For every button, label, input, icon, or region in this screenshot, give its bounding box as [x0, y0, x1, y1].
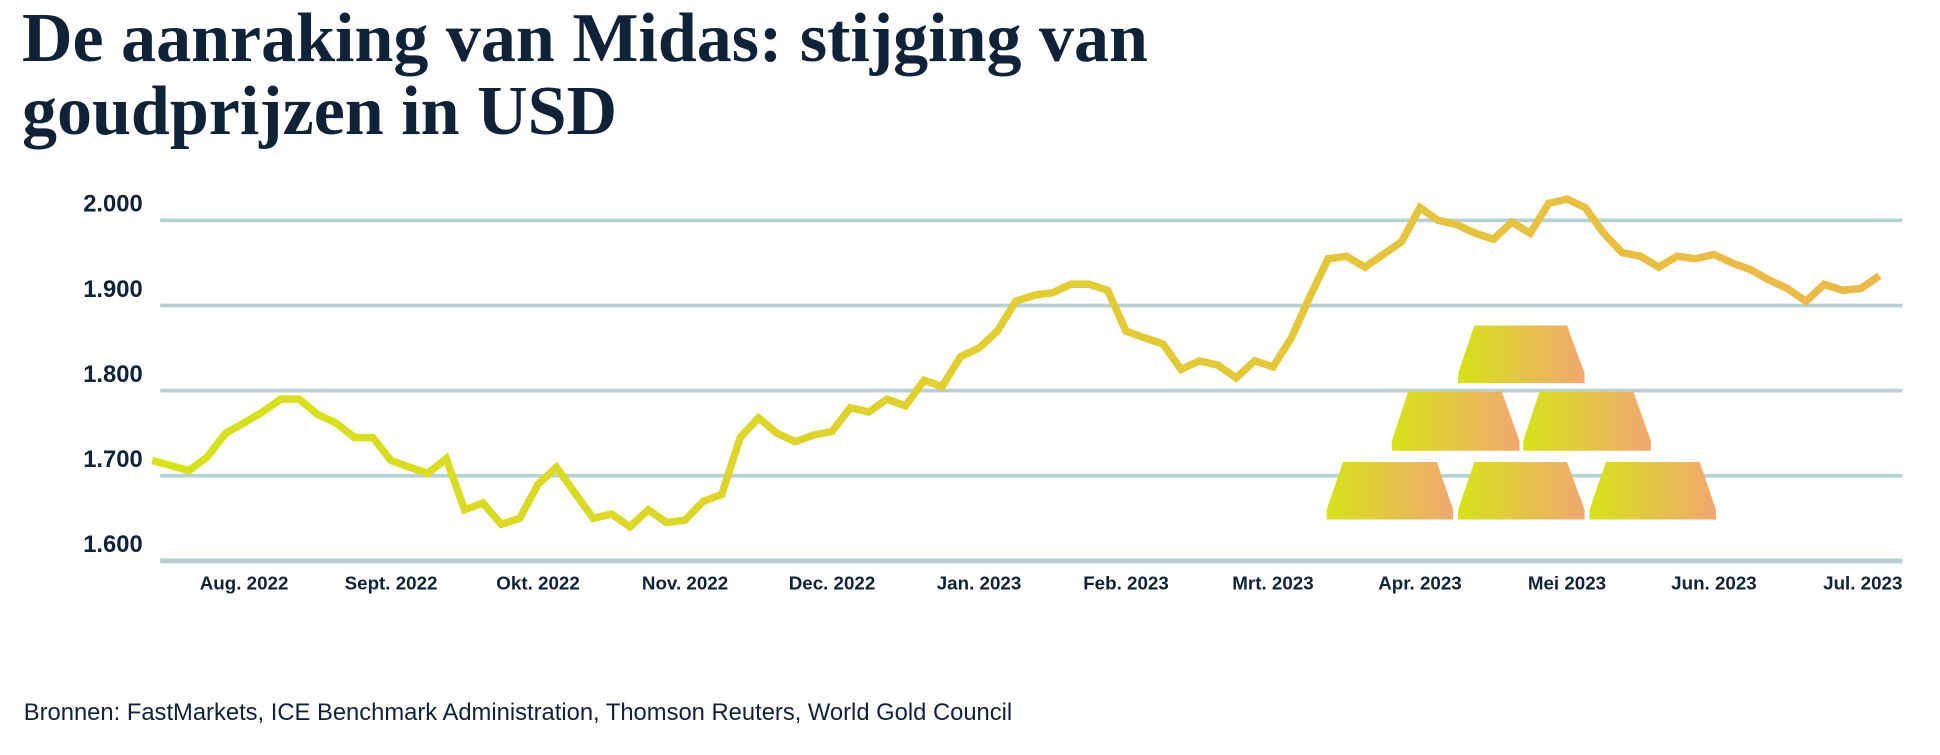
x-tick-label: Aug. 2022 [200, 573, 289, 594]
gold-bar [1458, 325, 1585, 384]
gold-bar [1326, 461, 1454, 520]
x-tick-label: Jun. 2023 [1671, 573, 1757, 594]
x-tick-label: Jul. 2023 [1823, 573, 1902, 594]
gold-bar [1391, 391, 1520, 451]
gold-bar [1458, 461, 1585, 520]
gold-bar [1523, 391, 1651, 451]
y-tick-label: 1.900 [83, 276, 142, 303]
gold-bars-illustration [1326, 325, 1716, 520]
y-tick-label: 1.800 [83, 361, 142, 388]
x-tick-label: Sept. 2022 [345, 573, 438, 594]
y-tick-label: 1.700 [83, 446, 142, 473]
y-tick-label: 1.600 [83, 531, 142, 558]
price-line [151, 195, 1882, 532]
gold-bar [1589, 461, 1716, 520]
x-tick-label: Mrt. 2023 [1232, 573, 1313, 594]
chart-title: De aanraking van Midas: stijging van gou… [22, 0, 1148, 150]
x-tick-label: Mei 2023 [1528, 573, 1606, 594]
x-tick-label: Feb. 2023 [1083, 573, 1169, 594]
x-tick-label: Nov. 2022 [642, 573, 728, 594]
x-tick-label: Jan. 2023 [937, 573, 1022, 594]
x-tick-label: Apr. 2023 [1378, 573, 1461, 594]
x-tick-label: Okt. 2022 [496, 573, 579, 594]
source-note: Bronnen: FastMarkets, ICE Benchmark Admi… [24, 699, 1012, 726]
y-tick-label: 2.000 [83, 191, 142, 218]
x-tick-label: Dec. 2022 [789, 573, 876, 594]
